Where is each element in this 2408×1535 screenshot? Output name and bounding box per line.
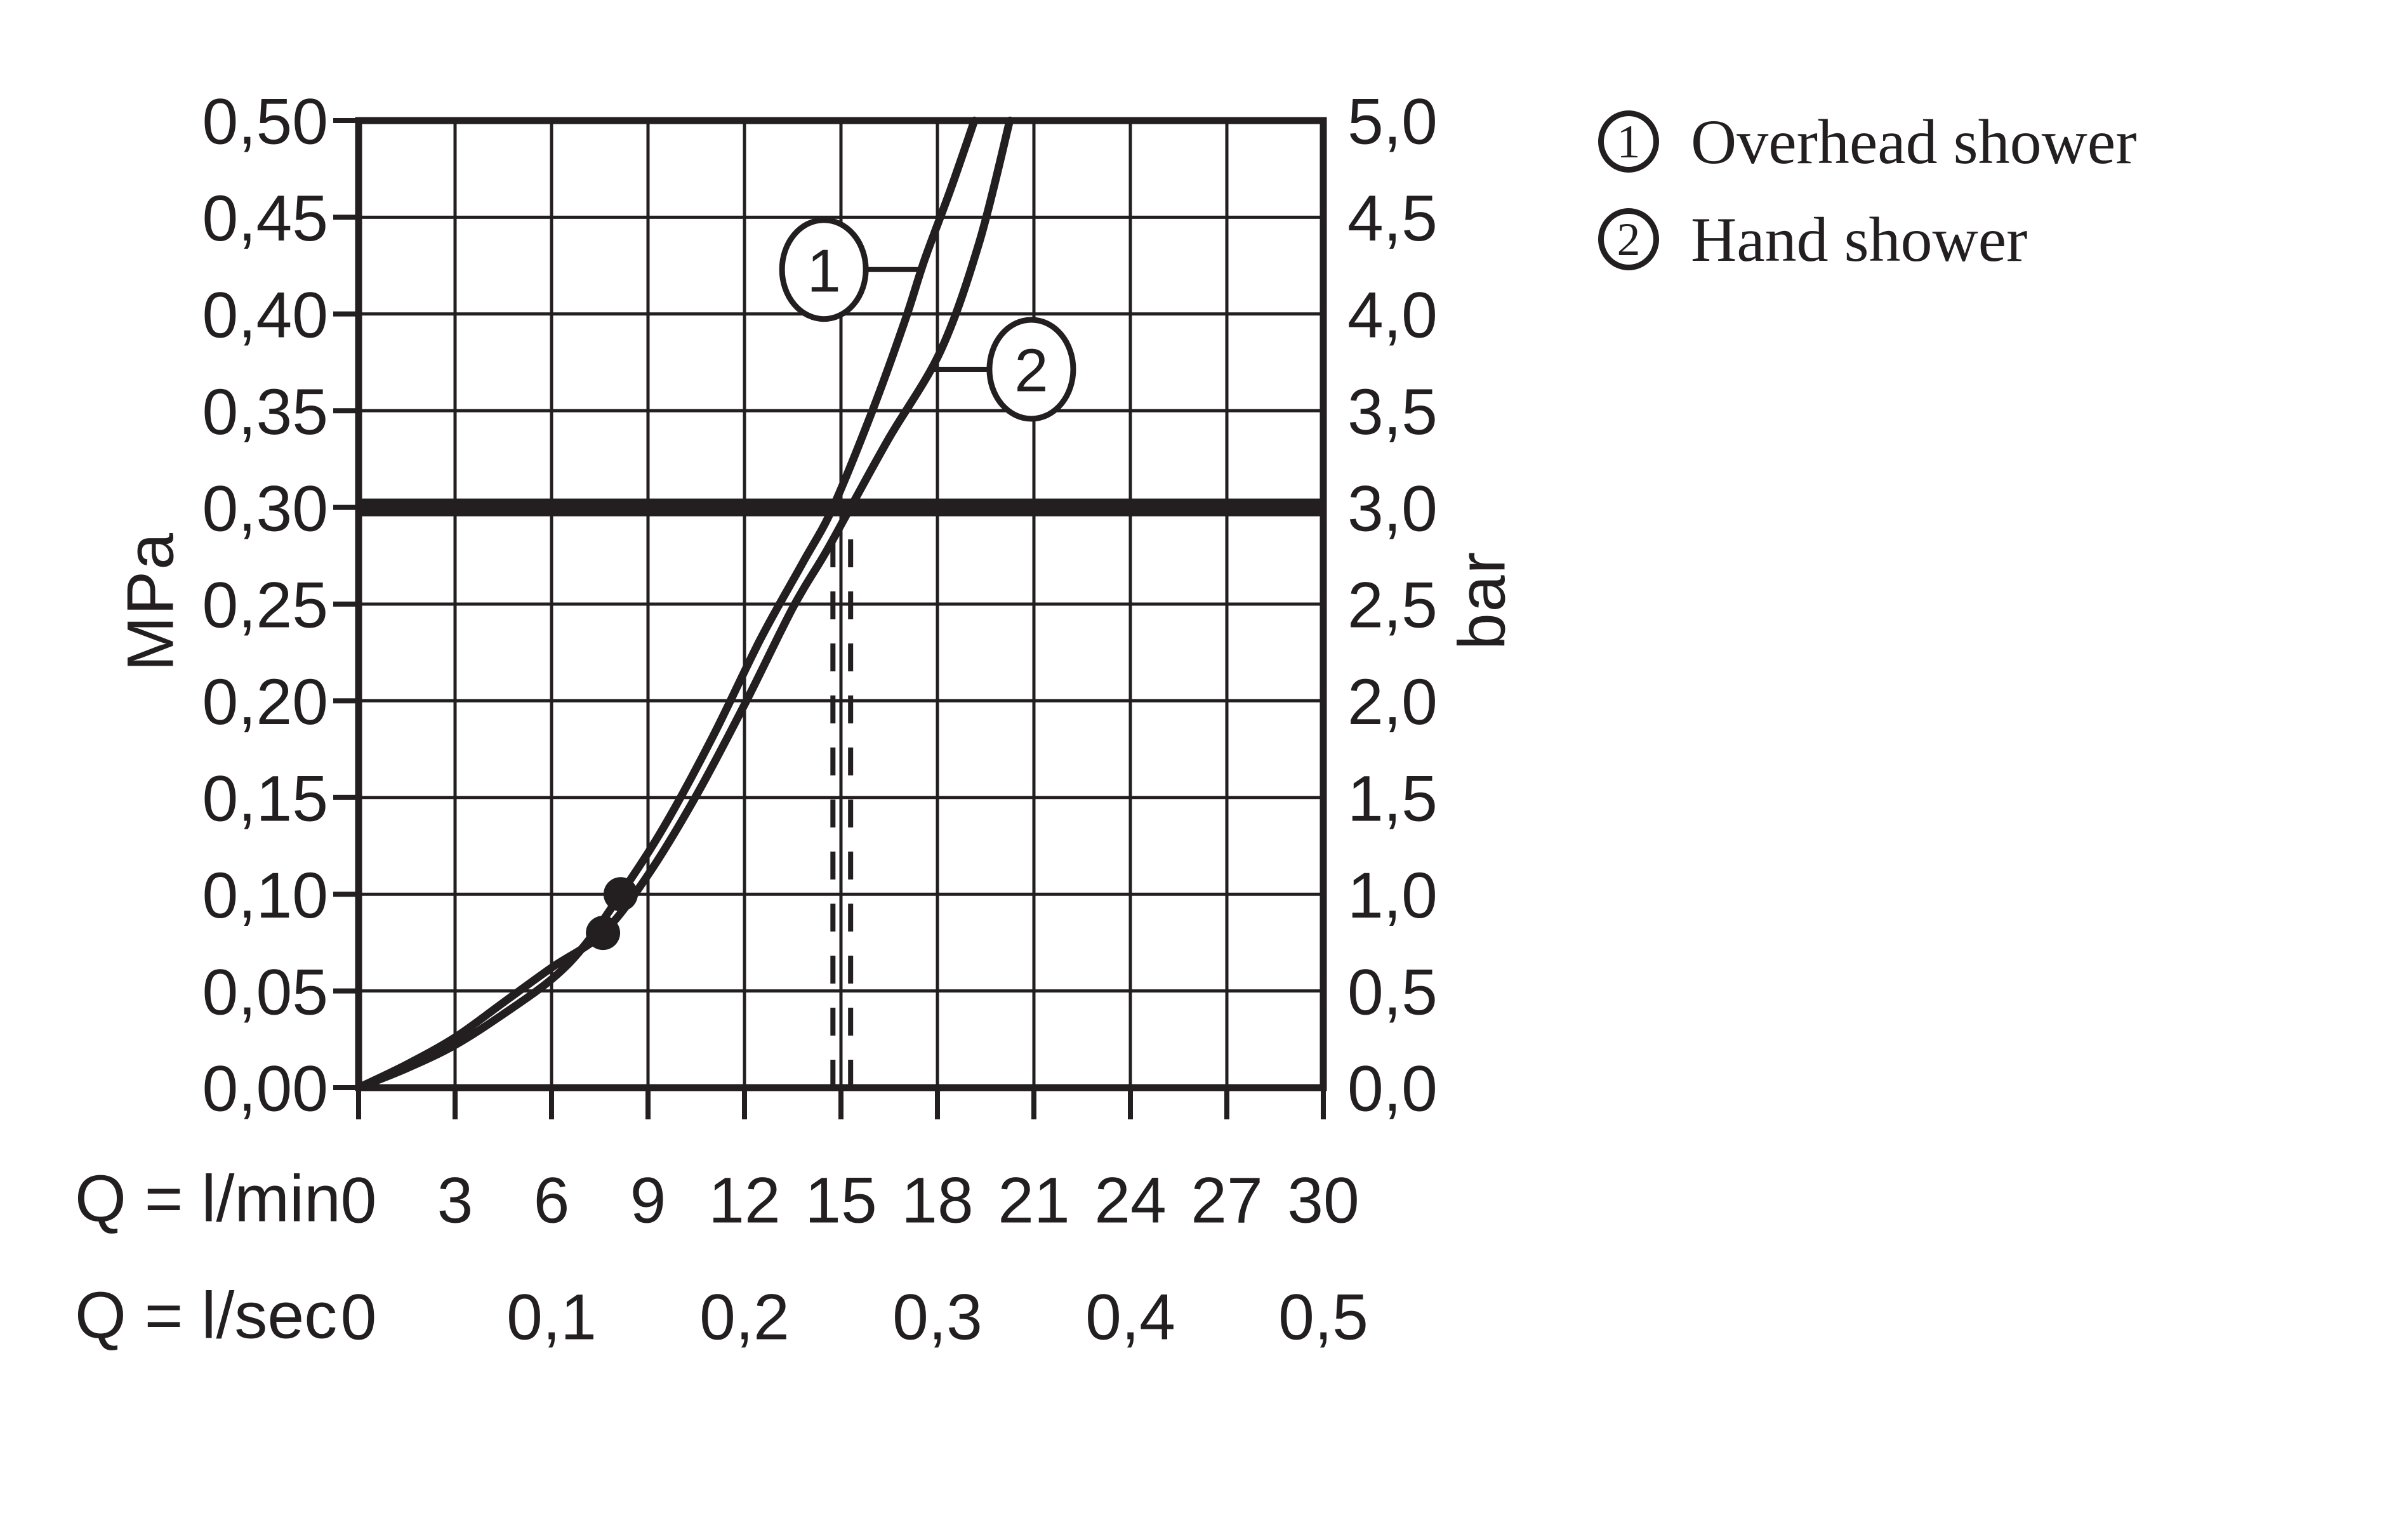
y-tick-label-mpa: 0,15 — [202, 763, 328, 835]
y-tick-label-bar: 1,0 — [1347, 859, 1438, 932]
x-tick-label-lmin: 12 — [708, 1164, 780, 1237]
y-tick-label-bar: 3,5 — [1347, 376, 1438, 448]
x-axis-lsec-unit-label: Q = l/sec — [75, 1279, 338, 1353]
series-curve-hand-shower — [354, 116, 1014, 1092]
y-tick-label-bar: 5,0 — [1347, 86, 1438, 158]
x-tick-label-lsec: 0,5 — [1278, 1281, 1368, 1354]
measurement-dot — [603, 877, 638, 912]
x-tick-label-lmin: 27 — [1191, 1164, 1262, 1237]
y-tick-label-bar: 4,5 — [1347, 182, 1438, 254]
y-tick-label-mpa: 0,10 — [202, 859, 328, 932]
callout-2-number: 2 — [1014, 337, 1048, 405]
y-tick-label-bar: 0,5 — [1347, 956, 1438, 1028]
x-tick-label-lmin: 21 — [998, 1164, 1069, 1237]
x-tick-label-lmin: 6 — [534, 1164, 570, 1237]
y-tick-label-bar: 3,0 — [1347, 472, 1438, 544]
series-curve-overhead-shower — [354, 116, 979, 1092]
legend-label-overhead-shower: Overhead shower — [1691, 106, 2137, 177]
y-tick-label-mpa: 0,00 — [202, 1053, 328, 1125]
legend: 1 Overhead shower 2 Hand shower — [1598, 107, 2137, 275]
legend-label-hand-shower: Hand shower — [1691, 204, 2028, 275]
callout-1-number: 1 — [807, 237, 840, 305]
x-tick-label-lmin: 30 — [1287, 1164, 1359, 1237]
x-tick-label-lsec: 0 — [341, 1281, 377, 1354]
legend-marker-1-circled-number: 1 — [1598, 110, 1659, 173]
y-tick-label-bar: 2,0 — [1347, 666, 1438, 738]
plot-border — [355, 117, 1327, 1091]
y-tick-label-mpa: 0,05 — [202, 956, 328, 1028]
x-tick-label-lsec: 0,4 — [1085, 1281, 1175, 1354]
legend-item-overhead-shower: 1 Overhead shower — [1598, 107, 2137, 177]
x-tick-label-lmin: 3 — [437, 1164, 473, 1237]
x-tick-label-lsec: 0,3 — [892, 1281, 982, 1354]
y-tick-label-mpa: 0,30 — [202, 472, 328, 544]
legend-item-hand-shower: 2 Hand shower — [1598, 204, 2137, 275]
y-tick-label-bar: 1,5 — [1347, 763, 1438, 835]
right-axis-unit-label: bar — [1445, 550, 1519, 650]
y-tick-label-bar: 4,0 — [1347, 279, 1438, 352]
callout-1-circle — [779, 217, 869, 322]
y-tick-label-mpa: 0,40 — [202, 279, 328, 352]
y-tick-label-bar: 2,5 — [1347, 569, 1438, 642]
x-axis-lmin-unit-label: Q = l/min — [75, 1162, 341, 1236]
y-tick-label-mpa: 0,20 — [202, 666, 328, 738]
y-tick-label-mpa: 0,45 — [202, 182, 328, 254]
legend-marker-2-circled-number: 2 — [1598, 208, 1659, 270]
x-tick-label-lmin: 24 — [1094, 1164, 1166, 1237]
x-tick-label-lmin: 0 — [341, 1164, 377, 1237]
y-tick-label-mpa: 0,35 — [202, 376, 328, 448]
y-tick-label-mpa: 0,50 — [202, 86, 328, 158]
x-tick-label-lmin: 9 — [630, 1164, 666, 1237]
left-axis-unit-label: MPa — [114, 532, 188, 671]
y-tick-label-bar: 0,0 — [1347, 1053, 1438, 1125]
x-tick-label-lmin: 18 — [901, 1164, 973, 1237]
measurement-dot — [586, 916, 621, 951]
x-tick-label-lsec: 0,1 — [506, 1281, 597, 1354]
callout-2-circle — [986, 317, 1076, 422]
x-tick-label-lmin: 15 — [805, 1164, 877, 1237]
x-tick-label-lsec: 0,2 — [699, 1281, 790, 1354]
y-tick-label-mpa: 0,25 — [202, 569, 328, 642]
